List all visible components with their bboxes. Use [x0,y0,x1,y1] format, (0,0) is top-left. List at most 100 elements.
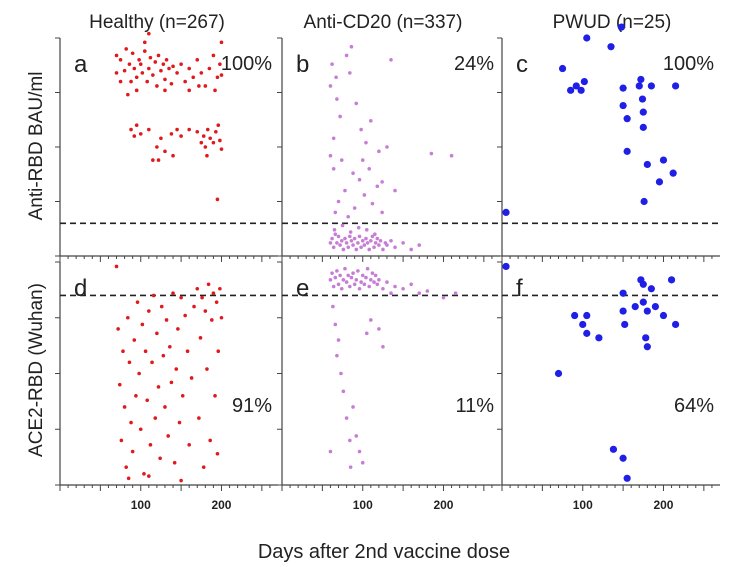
data-point [381,344,385,349]
data-point [621,320,629,329]
data-point [132,134,137,138]
data-point [330,62,334,66]
data-point [346,245,351,250]
data-point [401,241,405,245]
data-point [156,53,161,58]
data-point [381,247,385,252]
panel-f: 100 200 f 64% [497,261,720,512]
data-point [639,298,647,306]
data-point [369,119,373,123]
panel-letter: e [296,275,309,302]
x-tick-label: 200 [653,498,673,512]
data-point [369,318,373,322]
data-point [143,349,148,354]
data-point [338,273,342,278]
data-point [122,405,127,409]
data-point [328,241,333,245]
data-point [203,309,208,313]
data-point [344,53,349,58]
data-point [375,184,380,189]
data-point [127,62,132,66]
data-point [137,371,141,376]
x-tick-label: 100 [353,498,373,512]
percent-label: 24% [454,53,494,75]
data-point [328,278,333,282]
data-point [331,167,336,171]
data-point [203,145,208,149]
data-point [148,443,153,447]
data-point [140,71,145,75]
data-point [385,145,389,149]
data-point [341,278,346,282]
data-point [138,132,143,136]
data-point [167,66,171,71]
data-point [335,97,339,101]
data-point [333,322,338,327]
data-point [372,245,376,250]
data-point [380,180,384,184]
data-point [377,278,381,282]
data-point [389,291,393,296]
data-point [137,58,141,62]
data-point [385,243,389,247]
panel-letter: f [516,275,523,302]
data-point [341,389,346,394]
data-point [147,309,151,313]
data-point [142,49,147,53]
data-point [356,241,360,245]
percent-label: 100% [663,53,714,75]
data-point [192,304,196,309]
data-point [357,234,362,239]
data-point [138,427,143,432]
data-point [195,286,200,291]
data-point [119,438,124,443]
data-point [333,275,338,280]
data-point [218,286,222,291]
data-point [369,238,373,243]
data-point [381,286,385,291]
data-point [129,420,133,425]
data-point [331,304,335,309]
data-point [643,307,651,315]
data-point [155,84,159,88]
data-point [147,474,151,478]
data-point [343,188,347,193]
data-point [343,266,347,271]
data-point [583,311,591,320]
data-point [647,82,655,90]
data-point [583,34,591,42]
data-point [449,153,454,158]
data-point [179,62,183,66]
data-point [351,243,355,247]
data-point [175,71,179,75]
data-point [159,304,164,309]
data-point [370,234,375,239]
data-point [151,293,156,298]
data-point [364,331,369,336]
data-point [637,75,645,84]
data-point [359,280,363,284]
data-point [155,331,159,336]
data-point [393,245,397,250]
data-point [373,273,378,278]
data-point [129,79,133,84]
data-point [659,156,668,164]
data-point [340,223,345,228]
data-point [373,241,378,245]
data-point [145,398,149,403]
data-point [378,238,383,243]
x-tick-label: 100 [131,498,151,512]
data-point [638,95,647,103]
panel-letter: c [516,51,528,78]
data-point [148,55,153,60]
data-point [623,147,631,155]
data-point [348,465,353,469]
data-point [328,84,333,88]
x-tick-label: 200 [211,498,231,512]
data-point [367,284,372,289]
panel-letter: b [296,51,309,78]
data-point [335,241,339,245]
data-point [171,64,175,69]
data-point [365,241,370,245]
data-point [132,66,137,71]
